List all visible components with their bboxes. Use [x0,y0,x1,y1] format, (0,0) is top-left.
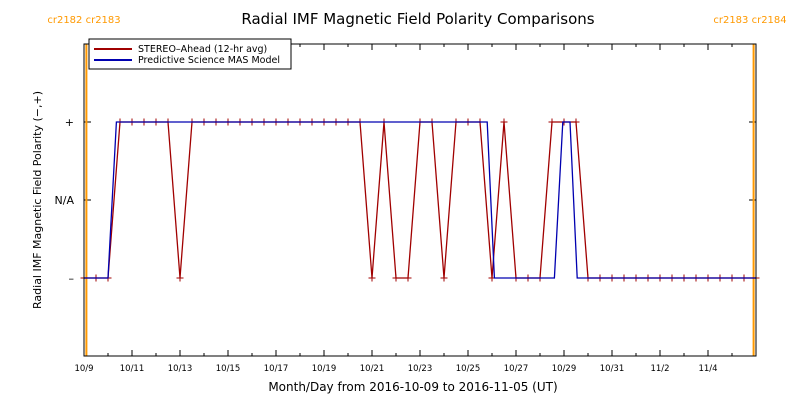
series-line-1 [84,121,756,279]
x-tick-label: 10/17 [264,364,289,374]
series-point [572,118,580,126]
legend-label-mas: Predictive Science MAS Model [138,55,280,66]
y-tick-label: – [69,272,75,285]
x-tick-label: 11/2 [650,364,669,374]
series-point [368,274,376,282]
x-tick-label: 10/27 [504,364,529,374]
chart-title: Radial IMF Magnetic Field Polarity Compa… [241,10,594,28]
series-point [392,274,400,282]
x-tick-label: 10/21 [360,364,385,374]
series-point [176,274,184,282]
series-point [440,274,448,282]
legend-box [88,38,292,70]
x-axis-label: Month/Day from 2016-10-09 to 2016-11-05 … [268,380,557,394]
x-tick-label: 10/11 [120,364,145,374]
x-tick-label: 10/23 [408,364,433,374]
x-tick-label: 10/29 [552,364,577,374]
series-layer [80,44,760,356]
x-tick-label: 10/19 [312,364,337,374]
series-point [404,274,412,282]
x-tick-label: 10/31 [600,364,625,374]
x-tick-label: 10/15 [216,364,241,374]
plot-frame [83,43,757,357]
x-tick-label: 10/9 [74,364,93,374]
carrington-label-right: cr2183 cr2184 [713,15,786,26]
legend: STEREO–Ahead (12-hr avg) Predictive Scie… [88,38,292,70]
y-tick-label: N/A [55,194,75,207]
carrington-label-left: cr2182 cr2183 [47,15,120,26]
x-tick-label: 10/13 [168,364,193,374]
legend-label-stereo: STEREO–Ahead (12-hr avg) [138,44,267,55]
series-point [500,118,508,126]
x-tick-label: 10/25 [456,364,481,374]
x-tick-label: 11/4 [698,364,717,374]
y-tick-label: + [65,116,74,129]
y-axis-label: Radial IMF Magnetic Field Polarity (−,+) [31,91,44,309]
series-point [548,118,556,126]
